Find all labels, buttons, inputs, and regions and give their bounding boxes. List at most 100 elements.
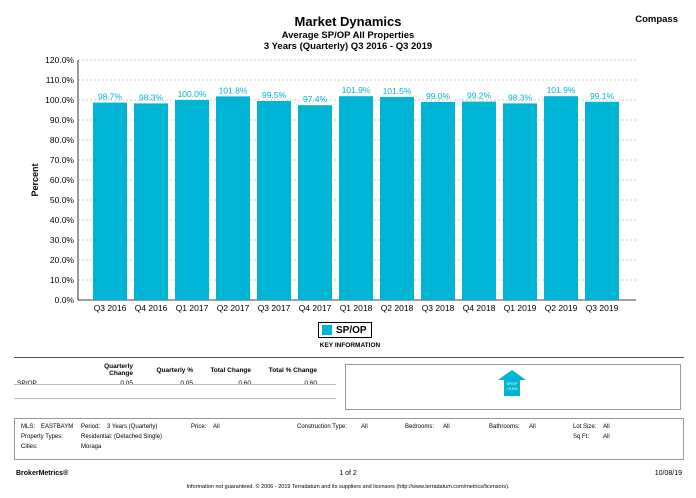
bar-value-label: 101.8% — [219, 85, 248, 95]
bar — [134, 103, 168, 301]
table-cell: 0.60 — [238, 380, 251, 387]
mls-label: MLS: — [21, 424, 36, 430]
property-types-value: Residential: (Detached Single) — [81, 434, 163, 440]
bedrooms-label: Bedrooms: — [405, 424, 435, 430]
x-tick-label: Q2 2019 — [545, 303, 578, 313]
criteria-box: MLS: EASTBAYM Period: 3 Years (Quarterly… — [14, 418, 684, 460]
bar — [503, 103, 537, 301]
table-row: SP/OP 0.05 0.05 0.60 0.60 — [14, 378, 320, 389]
price-label: Price: — [191, 424, 207, 430]
table-header-row: Quarterly Change Quarterly % Total Chang… — [14, 362, 320, 378]
bar-value-label: 97.4% — [303, 94, 328, 104]
up-arrow-icon: SP/OP +0.6% — [498, 370, 526, 396]
bar-value-label: 100.0% — [178, 89, 207, 99]
bar-value-label: 99.1% — [590, 91, 615, 101]
table-cell: 0.05 — [120, 380, 133, 387]
table-row-label: SP/OP — [17, 380, 37, 387]
y-tick-label: 10.0% — [50, 275, 75, 285]
y-axis-title: Percent — [30, 163, 40, 196]
footer-disclaimer: Information not guaranteed. © 2006 - 201… — [186, 484, 510, 490]
table-divider — [14, 384, 336, 385]
bar — [257, 101, 291, 300]
price-value: All — [213, 424, 220, 430]
y-tick-label: 70.0% — [50, 155, 75, 165]
period-value: 3 Years (Quarterly) — [107, 424, 158, 430]
x-tick-label: Q1 2017 — [176, 303, 209, 313]
cities-label: Cities: — [21, 444, 38, 450]
x-tick-label: Q2 2017 — [217, 303, 250, 313]
bar — [175, 100, 209, 300]
bar-chart: 0.0% 10.0% 20.0% 30.0% 40.0% 50.0% 60.0% 70.0% 8… — [30, 55, 636, 313]
cities-value: Moraga — [81, 444, 102, 450]
legend-label: SP/OP — [336, 324, 367, 336]
bar — [216, 96, 250, 301]
property-types-label: Property Types: — [21, 434, 63, 440]
bar-value-label: 99.0% — [426, 91, 451, 101]
bar — [421, 102, 455, 300]
lotsize-value: All — [603, 424, 610, 430]
bar — [93, 102, 127, 300]
y-tick-label: 90.0% — [50, 115, 75, 125]
x-tick-label: Q3 2019 — [586, 303, 619, 313]
bar — [339, 96, 373, 300]
x-tick-label: Q1 2019 — [504, 303, 537, 313]
brand-name: Compass — [635, 14, 678, 25]
table-cell: 0.60 — [304, 380, 317, 387]
x-tick-label: Q1 2018 — [340, 303, 373, 313]
bar — [298, 105, 332, 300]
section-divider — [14, 357, 684, 358]
y-tick-label: 60.0% — [50, 175, 75, 185]
bar-value-label: 101.9% — [342, 85, 371, 95]
x-tick-label: Q4 2018 — [463, 303, 496, 313]
table-cell: 0.05 — [180, 380, 193, 387]
mls-value: EASTBAYM — [41, 424, 74, 430]
legend: SP/OP — [318, 322, 372, 338]
x-tick-label: Q3 2017 — [258, 303, 291, 313]
y-tick-label: 40.0% — [50, 215, 75, 225]
bar-value-label: 99.5% — [262, 90, 287, 100]
footer-brand: BrokerMetrics® — [16, 470, 69, 477]
y-tick-label: 50.0% — [50, 195, 75, 205]
bar-value-label: 99.2% — [467, 91, 492, 101]
report-date: 10/08/19 — [654, 470, 682, 477]
bar — [380, 97, 414, 300]
table-divider — [14, 398, 336, 399]
bar — [462, 101, 496, 300]
x-tick-label: Q3 2016 — [94, 303, 127, 313]
key-information-label: KEY INFORMATION — [319, 342, 381, 349]
x-tick-label: Q4 2016 — [135, 303, 168, 313]
table-header: Total Change — [210, 366, 251, 374]
y-tick-label: 120.0% — [45, 55, 74, 65]
indicator-label: SP/OP — [507, 382, 519, 386]
x-tick-label: Q2 2018 — [381, 303, 414, 313]
bar — [585, 101, 619, 300]
indicator-value: +0.6% — [507, 387, 518, 391]
y-tick-label: 110.0% — [46, 75, 75, 85]
bar-value-label: 101.5% — [383, 86, 412, 96]
bar-value-label: 98.3% — [508, 92, 533, 102]
bar — [544, 96, 578, 300]
table-header: Total % Change — [268, 366, 317, 374]
y-tick-label: 20.0% — [50, 255, 75, 265]
y-tick-label: 30.0% — [50, 235, 75, 245]
bathrooms-label: Bathrooms: — [489, 424, 520, 430]
bar-value-label: 98.7% — [98, 92, 123, 102]
chart-title: Market Dynamics — [294, 14, 402, 29]
y-tick-label: 80.0% — [50, 135, 75, 145]
y-tick-label: 0.0% — [55, 295, 75, 305]
construction-value: All — [361, 424, 368, 430]
chart-subtitle: Average SP/OP All Properties — [281, 30, 415, 41]
lotsize-label: Lot Size: — [573, 424, 597, 430]
period-label: Period: — [81, 424, 101, 430]
bar-value-label: 98.3% — [139, 92, 164, 102]
change-table: Quarterly Change Quarterly % Total Chang… — [14, 362, 320, 389]
bar-value-label: 101.9% — [547, 85, 576, 95]
y-tick-label: 100.0% — [45, 95, 74, 105]
table-header-blank — [14, 362, 76, 378]
bathrooms-value: All — [529, 424, 536, 430]
bedrooms-value: All — [443, 424, 450, 430]
page-number: 1 of 2 — [339, 470, 357, 477]
table-header: Quarterly Change — [104, 363, 133, 377]
x-tick-label: Q4 2017 — [299, 303, 332, 313]
x-tick-label: Q3 2018 — [422, 303, 455, 313]
